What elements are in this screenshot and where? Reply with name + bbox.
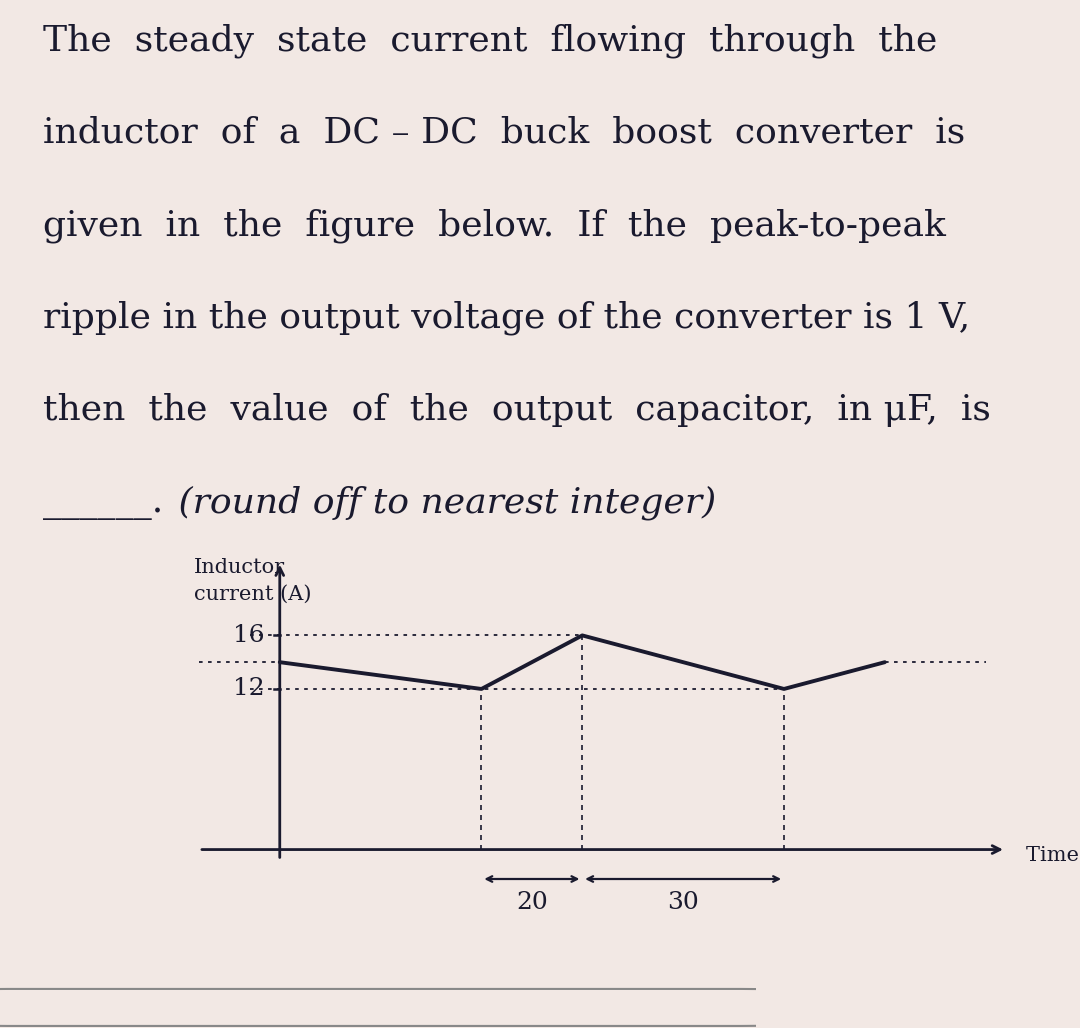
Text: given  in  the  figure  below.  If  the  peak-to-peak: given in the figure below. If the peak-t… [43, 208, 946, 243]
Text: Inductor: Inductor [194, 558, 285, 577]
Text: then  the  value  of  the  output  capacitor,  in μF,  is: then the value of the output capacitor, … [43, 394, 991, 428]
Text: current (A): current (A) [194, 585, 311, 603]
Text: ripple in the output voltage of the converter is 1 V,: ripple in the output voltage of the conv… [43, 301, 971, 335]
Text: 16: 16 [233, 624, 265, 647]
FancyBboxPatch shape [0, 989, 779, 1026]
Text: ______.: ______. [43, 486, 163, 520]
Text: 20: 20 [516, 891, 548, 914]
Text: (round off to nearest integer): (round off to nearest integer) [167, 486, 717, 520]
Text: inductor  of  a  DC – DC  buck  boost  converter  is: inductor of a DC – DC buck boost convert… [43, 115, 966, 150]
Text: Time (μ sec): Time (μ sec) [1026, 845, 1080, 865]
Text: The  steady  state  current  flowing  through  the: The steady state current flowing through… [43, 23, 937, 58]
Text: 12: 12 [233, 677, 265, 700]
Text: 30: 30 [667, 891, 699, 914]
